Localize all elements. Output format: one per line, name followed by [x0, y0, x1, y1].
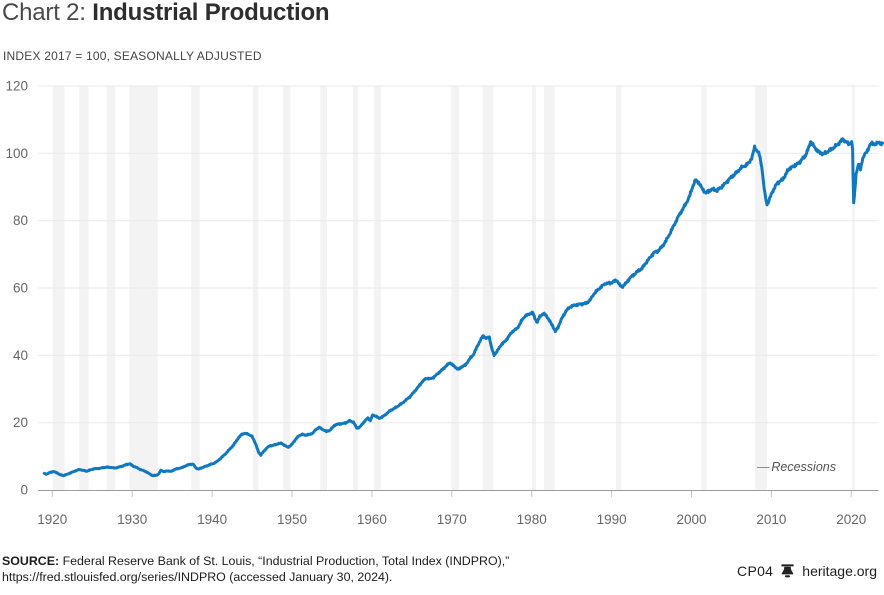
- x-axis-label: 1980: [517, 512, 547, 527]
- chart-subtitle: INDEX 2017 = 100, SEASONALLY ADJUSTED: [3, 49, 262, 63]
- x-axis-label: 1960: [357, 512, 387, 527]
- x-axis-label: 1990: [597, 512, 627, 527]
- source-line-2: https://fred.stlouisfed.org/series/INDPR…: [2, 569, 393, 584]
- chart-number-label: Chart 2:: [2, 0, 93, 26]
- y-axis-label: 120: [5, 79, 28, 94]
- source-note: SOURCE: Federal Reserve Bank of St. Loui…: [2, 554, 509, 586]
- source-text: Federal Reserve Bank of St. Louis, “Indu…: [59, 554, 510, 568]
- x-axis-label: 1970: [437, 512, 467, 527]
- x-axis-label: 1940: [197, 512, 227, 527]
- source-label: SOURCE:: [2, 554, 60, 568]
- x-axis-label: 2000: [676, 512, 706, 527]
- y-axis-label: 60: [13, 281, 28, 296]
- source-line-1: SOURCE: Federal Reserve Bank of St. Loui…: [2, 554, 509, 570]
- chart-code: CP04: [737, 563, 774, 579]
- x-axis-label: 1950: [277, 512, 307, 527]
- legend-dash: —: [756, 460, 770, 474]
- y-axis-label: 0: [20, 483, 28, 498]
- indpro-line: [42, 137, 884, 478]
- y-axis-label: 100: [5, 146, 28, 161]
- recessions-legend: — Recessions: [757, 460, 836, 474]
- y-axis-label: 80: [13, 213, 28, 228]
- chart-title-text: Industrial Production: [92, 0, 330, 26]
- legend-label: Recessions: [771, 460, 836, 474]
- x-axis-label: 2020: [836, 512, 866, 527]
- chart-footer-brand: CP04 heritage.org: [737, 563, 877, 579]
- liberty-bell-icon: [781, 564, 795, 578]
- x-axis-label: 2010: [756, 512, 786, 527]
- x-axis-label: 1920: [37, 512, 67, 527]
- x-axis-label: 1930: [117, 512, 147, 527]
- y-axis-label: 40: [13, 348, 28, 363]
- y-axis-label: 20: [13, 415, 28, 430]
- brand-name: heritage.org: [802, 563, 877, 579]
- page-title: Chart 2: Industrial Production: [2, 0, 330, 29]
